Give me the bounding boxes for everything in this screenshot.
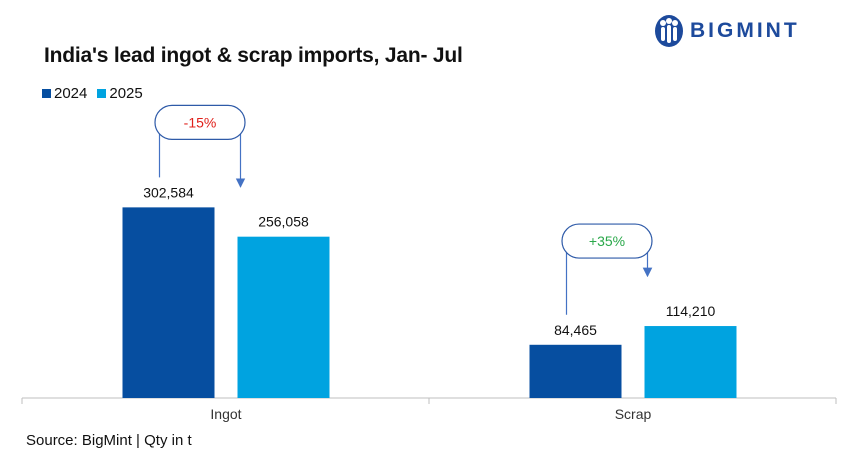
x-tick-label-scrap: Scrap	[615, 406, 652, 422]
brand-name: BIGMINT	[690, 19, 800, 42]
data-label-ingot-2025: 256,058	[258, 214, 309, 230]
change-label-scrap: +35%	[589, 233, 625, 249]
data-label-scrap-2024: 84,465	[554, 322, 597, 338]
x-tick-label-ingot: Ingot	[210, 406, 241, 422]
bigmint-logo: BIGMINT	[654, 14, 800, 48]
data-label-ingot-2024: 302,584	[143, 184, 194, 200]
chart-title: India's lead ingot & scrap imports, Jan-…	[44, 44, 463, 67]
legend-label-2025: 2025	[109, 85, 143, 102]
data-label-scrap-2025: 114,210	[666, 303, 716, 319]
legend-swatch-2024	[42, 89, 51, 98]
legend-item-2024: 2024	[42, 85, 87, 102]
bigmint-people-logo-icon	[655, 15, 683, 47]
legend-swatch-2025	[97, 89, 107, 98]
legend-label-2024: 2024	[54, 85, 88, 102]
bar-ingot-2025	[237, 236, 330, 398]
change-badge-ingot	[154, 104, 246, 140]
legend-item-2025: 2025	[97, 85, 143, 102]
change-badge-scrap	[561, 223, 653, 259]
change-label-ingot: -15%	[184, 114, 217, 130]
source-note: Source: BigMint | Qty in t	[26, 432, 192, 449]
bar-ingot-2024	[122, 207, 215, 398]
chart-legend: 2024 2025	[42, 85, 153, 102]
bar-scrap-2024	[529, 344, 622, 398]
bar-scrap-2025	[644, 326, 737, 398]
